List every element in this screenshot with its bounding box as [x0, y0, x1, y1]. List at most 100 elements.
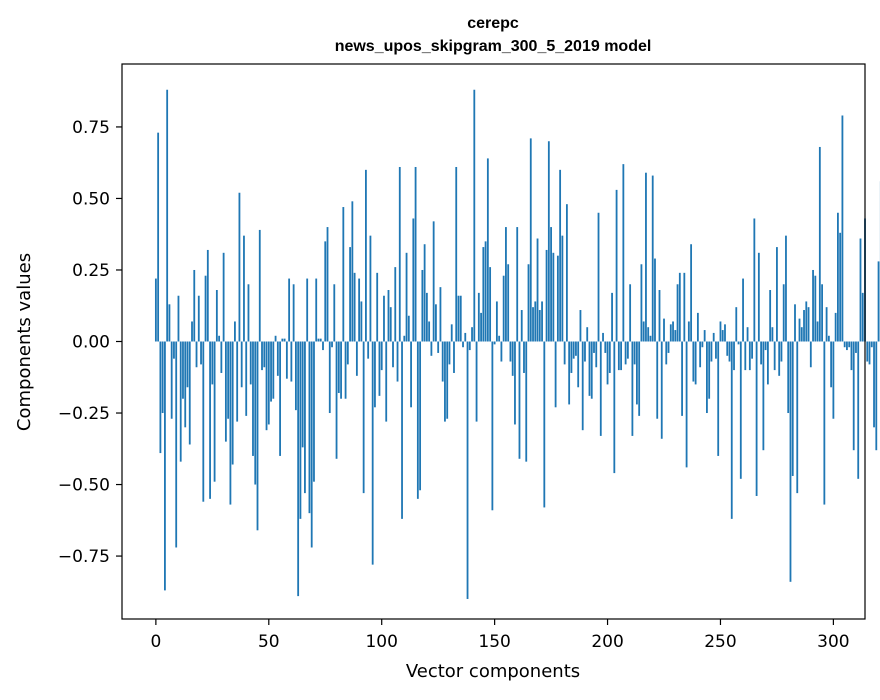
bar-component-51	[270, 342, 272, 402]
bar-component-211	[631, 342, 633, 436]
bar-component-134	[458, 296, 460, 342]
bar-component-12	[182, 342, 184, 399]
bar-component-24	[209, 342, 211, 499]
bar-component-270	[765, 342, 767, 351]
bar-component-310	[855, 342, 857, 353]
bar-component-21	[202, 342, 204, 502]
bar-component-10	[178, 296, 180, 342]
bar-component-163	[523, 342, 525, 373]
bar-component-130	[449, 342, 451, 365]
bar-component-156	[507, 264, 509, 341]
bar-component-152	[498, 336, 500, 342]
bar-component-307	[848, 342, 850, 348]
bar-component-197	[600, 342, 602, 436]
bar-component-209	[627, 342, 629, 359]
bar-component-221	[654, 259, 656, 342]
bar-component-218	[647, 327, 649, 341]
bar-component-88	[354, 273, 356, 342]
bar-component-287	[803, 310, 805, 341]
bar-component-62	[295, 342, 297, 411]
y-axis-label: Components values	[14, 253, 35, 431]
bar-component-275	[776, 247, 778, 341]
bar-component-234	[683, 273, 685, 342]
bar-component-46	[259, 230, 261, 342]
bar-component-305	[844, 342, 846, 348]
bar-component-309	[853, 342, 855, 451]
bar-component-135	[460, 296, 462, 342]
bar-component-22	[205, 276, 207, 342]
bar-component-252	[724, 324, 726, 341]
bar-component-233	[681, 342, 683, 416]
x-axis-label: Vector components	[406, 661, 580, 682]
bar-component-44	[254, 342, 256, 485]
bar-component-122	[430, 342, 432, 356]
bar-component-205	[618, 342, 620, 371]
bar-component-239	[695, 342, 697, 385]
x-tick-label: 100	[365, 632, 397, 652]
bar-component-78	[331, 342, 333, 348]
bar-component-273	[772, 327, 774, 341]
bar-component-103	[388, 290, 390, 341]
bar-component-137	[464, 333, 466, 342]
bar-component-296	[823, 342, 825, 505]
bar-component-149	[491, 342, 493, 511]
bar-component-216	[643, 321, 645, 341]
bar-component-306	[846, 342, 848, 351]
bar-component-146	[485, 241, 487, 341]
bar-component-289	[808, 307, 810, 341]
bar-component-297	[826, 307, 828, 341]
bar-component-225	[663, 319, 665, 342]
bar-component-258	[738, 342, 740, 345]
bar-component-248	[715, 342, 717, 359]
bar-component-29	[220, 342, 222, 373]
bar-component-245	[708, 342, 710, 399]
bar-component-33	[230, 342, 232, 505]
bar-component-264	[751, 342, 753, 359]
bar-component-157	[510, 342, 512, 362]
bar-component-186	[575, 342, 577, 356]
bar-component-238	[692, 342, 694, 382]
bar-component-0	[155, 279, 157, 342]
bar-component-45	[257, 342, 259, 531]
bar-component-67	[306, 279, 308, 342]
bar-component-118	[421, 270, 423, 342]
bar-component-60	[290, 342, 292, 382]
bar-component-26	[214, 342, 216, 482]
bar-component-16	[191, 321, 193, 341]
bar-component-127	[442, 342, 444, 382]
bar-component-173	[546, 250, 548, 342]
bar-component-116	[417, 342, 419, 499]
bar-component-36	[236, 342, 238, 422]
bar-component-3	[162, 342, 164, 414]
bar-component-99	[379, 342, 381, 396]
bar-component-140	[471, 327, 473, 341]
bar-component-190	[584, 342, 586, 362]
bar-component-39	[243, 236, 245, 342]
bar-component-243	[704, 330, 706, 341]
bar-component-161	[519, 342, 521, 459]
bar-component-121	[428, 321, 430, 341]
bar-component-195	[595, 342, 597, 368]
bar-component-87	[351, 201, 353, 341]
bar-component-65	[302, 342, 304, 448]
bar-component-304	[842, 115, 844, 341]
bar-component-69	[311, 342, 313, 548]
bar-component-272	[769, 290, 771, 341]
bar-component-198	[602, 333, 604, 342]
bar-component-97	[374, 342, 376, 408]
bar-component-128	[444, 342, 446, 422]
bar-component-208	[625, 342, 627, 365]
bar-component-70	[313, 342, 315, 482]
bar-component-31	[225, 342, 227, 442]
bar-component-13	[184, 342, 186, 428]
bar-component-139	[469, 342, 471, 351]
bar-component-164	[525, 342, 527, 462]
bar-component-136	[462, 342, 464, 348]
bar-component-240	[697, 313, 699, 342]
bar-component-228	[670, 324, 672, 341]
bar-component-196	[598, 213, 600, 342]
bar-component-294	[819, 147, 821, 342]
y-tick-label: −0.25	[58, 404, 110, 424]
bar-component-145	[482, 247, 484, 341]
bar-component-144	[480, 313, 482, 342]
